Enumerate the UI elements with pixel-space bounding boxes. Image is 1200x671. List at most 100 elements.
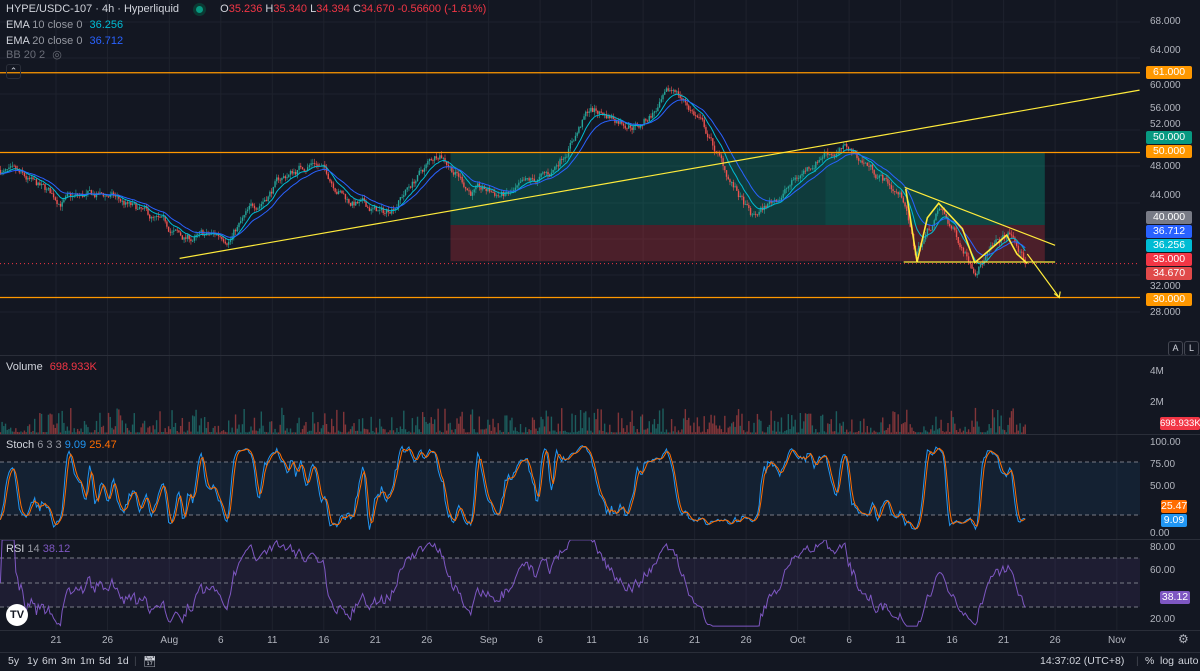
ema10-legend[interactable]: EMA 10 close 0 36.256 [6, 19, 123, 32]
log-scale-button[interactable]: L [1184, 341, 1199, 356]
volume-bar [334, 432, 336, 434]
volume-bar [936, 429, 939, 434]
bb-legend[interactable]: BB 20 2 ◎ [6, 49, 62, 62]
time-label: Oct [789, 635, 806, 646]
stoch-legend[interactable]: Stoch 6 3 3 9.09 25.47 [6, 439, 117, 452]
volume-bar [535, 428, 537, 434]
candle [6, 169, 8, 170]
candle [162, 215, 165, 217]
tradingview-logo[interactable]: TV [6, 604, 28, 626]
volume-bar [92, 432, 94, 434]
candle [543, 172, 546, 174]
volume-bar [449, 422, 451, 434]
candle [66, 193, 69, 197]
volume-bar [579, 410, 582, 434]
volume-legend[interactable]: Volume 698.933K [6, 361, 97, 374]
volume-bar [416, 416, 419, 434]
volume-bar [710, 414, 712, 434]
range-6m[interactable]: 6m [42, 655, 57, 667]
volume-bar [154, 429, 156, 434]
volume-bar [23, 430, 26, 434]
rsi-tick: 60.00 [1150, 565, 1176, 576]
candle [128, 202, 130, 204]
volume-bar [815, 429, 817, 434]
collapse-legend-button[interactable]: ⌃ [6, 64, 21, 79]
volume-bar [569, 432, 572, 434]
range-3m[interactable]: 3m [61, 655, 76, 667]
volume-bar [387, 432, 390, 434]
goto-date-calendar-icon[interactable]: 📅︎ [143, 656, 157, 668]
volume-bar [504, 415, 506, 434]
candle [701, 117, 704, 120]
candle [367, 206, 369, 208]
percent-toggle[interactable]: % [1145, 655, 1155, 667]
symbol-title[interactable]: HYPE/USDC-107 · 4h · Hyperliquid [6, 3, 180, 15]
volume-bar [212, 427, 214, 434]
range-1y[interactable]: 1y [27, 655, 39, 667]
candle [3, 170, 5, 173]
volume-bar [909, 424, 911, 434]
volume-bar [693, 422, 695, 434]
candle [737, 190, 740, 198]
candle [782, 193, 784, 198]
candle [729, 179, 731, 183]
pane-divider[interactable] [0, 539, 1200, 540]
volume-bar [607, 432, 609, 434]
candle [75, 193, 77, 196]
volume-bar [234, 414, 237, 434]
volume-bar [816, 432, 819, 434]
stoch-tick: 0.00 [1150, 528, 1170, 539]
pane-divider[interactable] [0, 355, 1200, 356]
pane-divider[interactable] [0, 434, 1200, 435]
candle [942, 209, 944, 211]
volume-bar [734, 426, 736, 434]
volume-bar [767, 426, 769, 434]
candle [155, 216, 158, 217]
candle [138, 207, 141, 210]
volume-bar [435, 432, 438, 434]
settings-gear-icon[interactable]: ⚙ [1178, 632, 1189, 646]
candle [358, 201, 360, 204]
range-5y[interactable]: 5y [8, 655, 20, 667]
candle [379, 210, 381, 211]
volume-bar [140, 427, 142, 434]
rsi-legend[interactable]: RSI 14 38.12 [6, 543, 70, 556]
candle [446, 161, 448, 165]
ema20-params: 20 close 0 [32, 35, 83, 47]
auto-toggle[interactable]: auto [1178, 655, 1199, 667]
candle [1021, 251, 1023, 253]
volume-bar [885, 430, 887, 434]
clock[interactable]: 14:37:02 (UTC+8) [1040, 655, 1125, 667]
volume-bar [138, 432, 141, 434]
ema20-legend[interactable]: EMA 20 close 0 36.712 [6, 35, 123, 48]
range-1d[interactable]: 1d [117, 655, 129, 667]
hidden-eye-icon[interactable]: ◎ [52, 49, 62, 61]
volume-bar [823, 431, 826, 434]
volume-bar [820, 415, 822, 434]
candle [437, 158, 439, 160]
volume-bar [179, 425, 182, 434]
volume-bar [542, 419, 544, 434]
candle [883, 178, 886, 181]
volume-bar [785, 430, 788, 434]
volume-bar [507, 432, 510, 434]
candle [997, 239, 999, 241]
ema10-params: 10 close 0 [32, 19, 83, 31]
candle [868, 165, 870, 167]
stoch-params: 6 3 3 [37, 439, 62, 451]
volume-tick: 2M [1150, 397, 1164, 408]
volume-bar [876, 432, 879, 434]
rsi-tag: 38.12 [1160, 591, 1190, 604]
volume-bar [446, 430, 448, 434]
close-value: 34.670 [360, 3, 395, 15]
range-5d[interactable]: 5d [99, 655, 111, 667]
volume-bar [178, 432, 180, 434]
volume-bar [835, 411, 838, 434]
range-1m[interactable]: 1m [80, 655, 95, 667]
candle [70, 193, 72, 197]
log-toggle[interactable]: log [1160, 655, 1175, 667]
volume-bar [123, 432, 125, 434]
auto-scale-button[interactable]: A [1168, 341, 1183, 356]
candle [907, 210, 910, 221]
